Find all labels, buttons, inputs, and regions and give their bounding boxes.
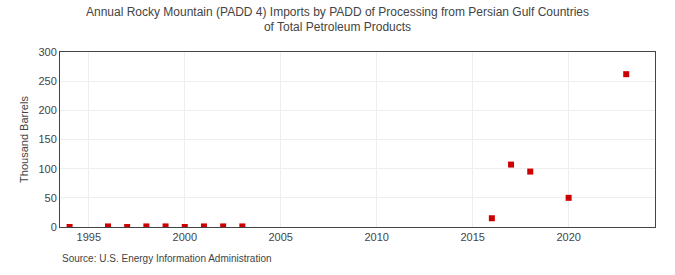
svg-text:Annual Rocky Mountain (PADD 4): Annual Rocky Mountain (PADD 4) Imports b…	[86, 5, 589, 35]
svg-text:150: 150	[38, 133, 56, 145]
svg-text:200: 200	[38, 104, 56, 116]
svg-text:Source: U.S. Energy Informatio: Source: U.S. Energy Information Administ…	[62, 253, 272, 264]
svg-text:300: 300	[38, 46, 56, 58]
svg-text:Thousand Barrels: Thousand Barrels	[18, 96, 30, 183]
svg-text:50: 50	[45, 192, 57, 204]
svg-text:1995: 1995	[77, 231, 101, 243]
svg-text:2015: 2015	[460, 231, 484, 243]
svg-text:0: 0	[51, 221, 57, 233]
svg-text:2020: 2020	[556, 231, 580, 243]
svg-text:2010: 2010	[364, 231, 388, 243]
svg-text:100: 100	[38, 163, 56, 175]
svg-text:250: 250	[38, 75, 56, 87]
svg-text:2005: 2005	[268, 231, 292, 243]
svg-text:2000: 2000	[173, 231, 197, 243]
